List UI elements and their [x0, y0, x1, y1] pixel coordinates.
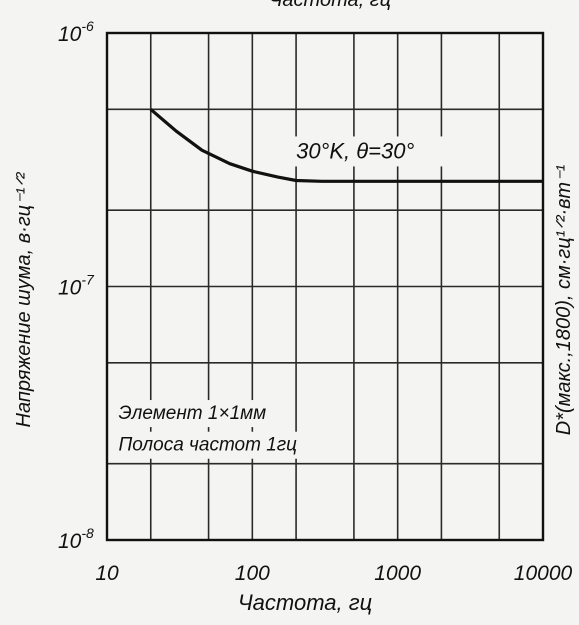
series-line — [149, 108, 543, 183]
x-tick-label: 1000 — [374, 562, 421, 585]
annotation-text: Полоса частот 1гц — [119, 435, 298, 456]
y-axis-label-right: D*(макс.,1800), см·гц¹ᐟ²·вт⁻¹ — [553, 164, 575, 435]
y-tick-label: 10-7 — [58, 272, 95, 300]
top-label: Частота, гц — [269, 0, 391, 11]
annotation-text: 30°K, θ=30° — [296, 138, 414, 163]
x-axis-label: Частота, гц — [238, 590, 372, 615]
annotations: 30°K, θ=30° Элемент 1×1мм Полоса частот 1г… — [114, 136, 453, 459]
y-tick-label: 10-6 — [58, 18, 94, 46]
plot-frame — [105, 31, 545, 542]
x-tick-label: 100 — [235, 562, 270, 585]
y-axis-label: Напряжение шума, в·гц⁻¹ᐟ² — [13, 171, 35, 427]
tick-labels: 10 100 1000 10000 10-8 10-7 10-6 — [58, 18, 573, 585]
x-tick-label: 10 — [95, 562, 119, 585]
y-tick-label: 10-8 — [58, 525, 94, 553]
annotation-background — [114, 431, 325, 459]
series-layer — [149, 108, 543, 183]
grid — [105, 31, 545, 542]
annotation-background — [114, 400, 278, 428]
annotation-background — [292, 136, 453, 167]
annotation-text: Элемент 1×1мм — [119, 403, 267, 424]
x-tick-label: 10000 — [514, 562, 573, 585]
